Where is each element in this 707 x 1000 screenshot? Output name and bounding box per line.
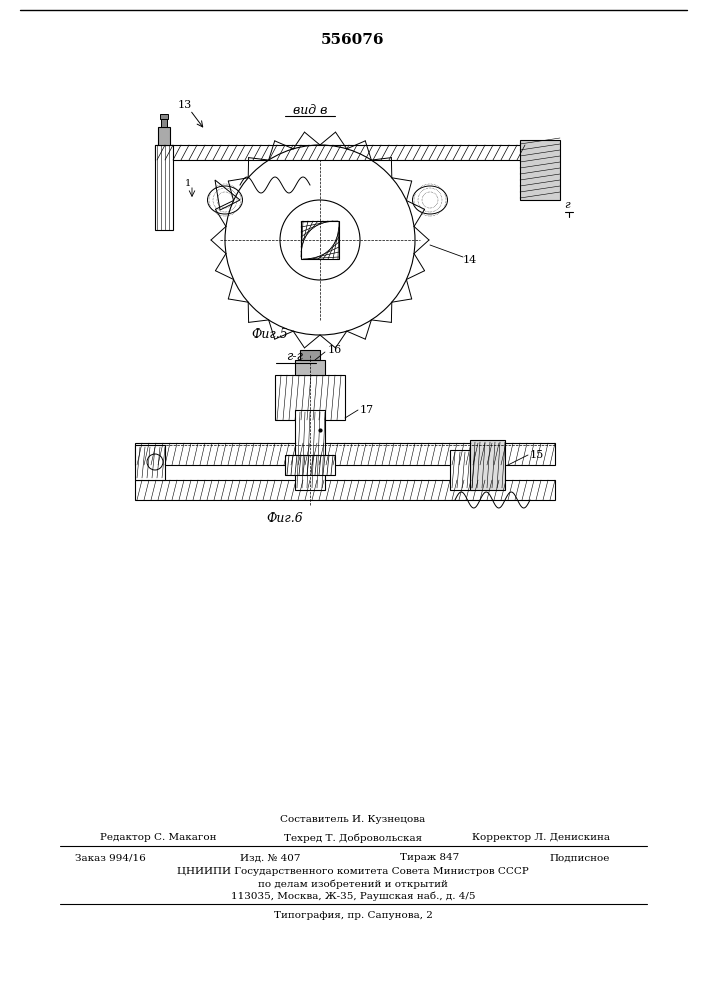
Bar	[135, 443, 555, 465]
Text: Изд. № 407: Изд. № 407	[240, 854, 300, 862]
Text: 13: 13	[178, 100, 192, 110]
Bar	[135, 445, 165, 480]
Text: Техред Т. Добровольская: Техред Т. Добровольская	[284, 833, 422, 843]
Text: Корректор Л. Денискина: Корректор Л. Денискина	[472, 834, 610, 842]
Text: Заказ 994/16: Заказ 994/16	[75, 854, 146, 862]
Text: 16: 16	[328, 345, 342, 355]
Bar	[295, 410, 325, 490]
Bar	[300, 350, 320, 360]
Bar	[520, 140, 560, 200]
Text: 17: 17	[360, 405, 374, 415]
Text: Тираж 847: Тираж 847	[400, 854, 460, 862]
Text: г-г: г-г	[286, 351, 303, 363]
Bar	[155, 145, 525, 160]
Text: 14: 14	[463, 255, 477, 265]
Bar	[161, 119, 167, 127]
Text: 1: 1	[185, 178, 191, 188]
Bar	[285, 455, 335, 475]
Text: 556076: 556076	[321, 33, 385, 47]
Bar	[155, 145, 173, 230]
Text: г: г	[564, 200, 570, 210]
Bar	[295, 360, 325, 375]
Bar	[301, 221, 339, 259]
Text: ЦНИИПИ Государственного комитета Совета Министров СССР: ЦНИИПИ Государственного комитета Совета …	[177, 867, 529, 876]
Bar	[158, 127, 170, 145]
Text: вид в: вид в	[293, 104, 327, 116]
Text: Составитель И. Кузнецова: Составитель И. Кузнецова	[281, 816, 426, 824]
Bar	[470, 440, 505, 490]
Bar	[135, 480, 555, 500]
Text: Редактор С. Макагон: Редактор С. Макагон	[100, 834, 216, 842]
Text: Фиг.6: Фиг.6	[267, 512, 303, 524]
Text: Фиг.5: Фиг.5	[252, 328, 288, 342]
Text: по делам изобретений и открытий: по делам изобретений и открытий	[258, 879, 448, 889]
Bar	[450, 450, 475, 490]
Text: Типография, пр. Сапунова, 2: Типография, пр. Сапунова, 2	[274, 912, 433, 920]
Text: Подписное: Подписное	[549, 854, 610, 862]
Bar	[160, 114, 168, 119]
Text: 15: 15	[530, 450, 544, 460]
Bar	[275, 375, 345, 420]
Text: 113035, Москва, Ж-35, Раушская наб., д. 4/5: 113035, Москва, Ж-35, Раушская наб., д. …	[230, 891, 475, 901]
